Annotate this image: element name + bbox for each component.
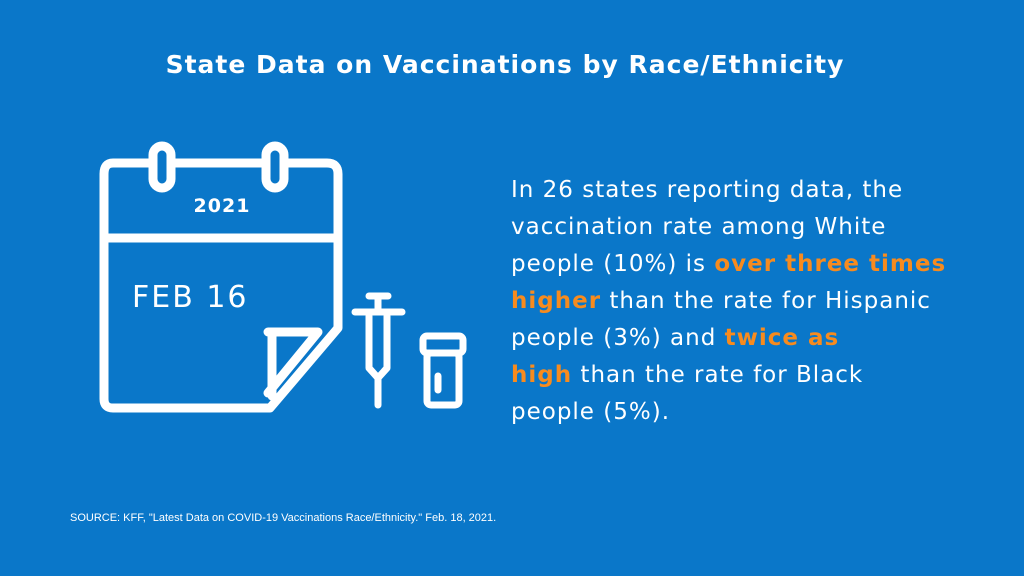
calendar-icon — [99, 141, 343, 413]
body-line: people (5%). — [511, 394, 1001, 431]
highlighted-text: over three times — [714, 251, 947, 277]
body-line: high than the rate for Black — [511, 357, 1001, 394]
body-line: higher than the rate for Hispanic — [511, 283, 1001, 320]
highlighted-text: higher — [511, 288, 602, 314]
body-text-segment: In 26 states reporting data, the — [511, 177, 904, 203]
body-text-segment: people (10%) is — [511, 251, 715, 277]
illustration — [99, 141, 467, 413]
vial-icon — [419, 332, 467, 409]
body-text-segment: than the rate for Black — [572, 362, 864, 388]
source-note: SOURCE: KFF, "Latest Data on COVID-19 Va… — [70, 512, 497, 524]
body-text-segment: people (3%) and — [511, 325, 725, 351]
calendar-year: 2021 — [193, 195, 251, 217]
body-line: In 26 states reporting data, the — [511, 172, 1001, 209]
highlighted-text: high — [511, 362, 573, 388]
body-text-segment: than the rate for Hispanic — [601, 288, 931, 314]
key-finding-text: In 26 states reporting data, the vaccinat… — [511, 172, 1001, 431]
syringe-icon — [351, 292, 406, 409]
body-line: people (3%) and twice as — [511, 320, 1001, 357]
body-line: vaccination rate among White — [511, 209, 1001, 246]
highlighted-text: twice as — [724, 325, 840, 351]
page-title: State Data on Vaccinations by Race/Ethni… — [165, 50, 845, 79]
calendar-date: FEB 16 — [132, 280, 249, 315]
body-line: people (10%) is over three times — [511, 246, 1001, 283]
body-text-segment: vaccination rate among White — [511, 214, 887, 240]
body-text-segment: people (5%). — [511, 399, 671, 425]
